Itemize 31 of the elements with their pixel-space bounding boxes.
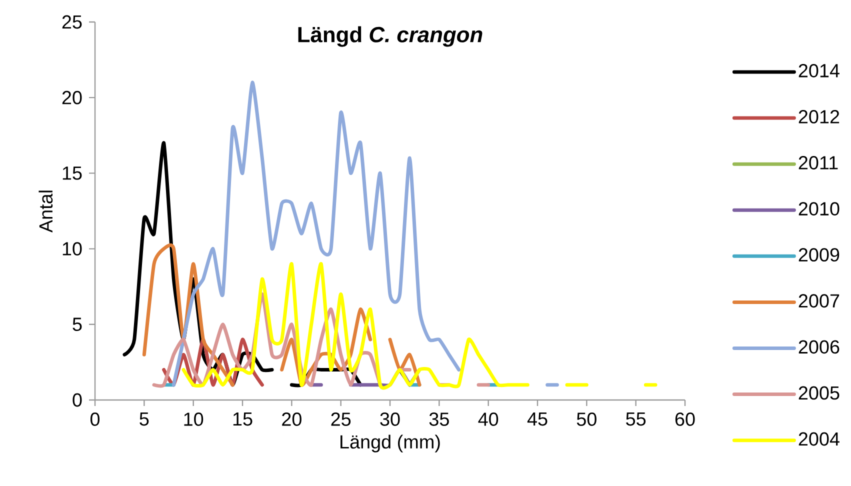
x-tick-label: 35 [429, 412, 449, 426]
x-axis-title: Längd (mm) [340, 434, 440, 452]
x-tick-label: 30 [380, 412, 400, 426]
x-tick-label: 25 [331, 412, 351, 426]
chart-title: Längd C. crangon [298, 26, 482, 47]
x-tick-label: 55 [626, 412, 646, 426]
y-tick-label: 15 [62, 166, 82, 180]
x-tick-label: 0 [90, 412, 100, 426]
x-tick-label: 60 [675, 412, 695, 426]
x-tick-label: 15 [233, 412, 252, 426]
legend-label: 2009 [798, 248, 840, 262]
legend-label: 2007 [798, 294, 840, 308]
y-tick-label: 10 [62, 242, 82, 256]
x-tick-label: 10 [184, 412, 204, 426]
legend-label: 2005 [798, 386, 840, 400]
x-tick-label: 5 [140, 412, 149, 426]
y-tick-label: 25 [62, 15, 82, 29]
legend-label: 2012 [798, 110, 840, 124]
legend-label: 2011 [798, 156, 838, 170]
legend-label: 2004 [798, 432, 840, 446]
legend-label: 2006 [798, 340, 840, 354]
y-tick-label: 0 [72, 393, 82, 407]
x-tick-label: 50 [576, 412, 596, 426]
y-tick-label: 20 [62, 90, 82, 104]
x-tick-label: 40 [478, 412, 498, 426]
y-tick-label: 5 [72, 318, 82, 331]
x-tick-label: 20 [282, 412, 302, 426]
legend-label: 2010 [798, 202, 840, 216]
legend-label: 2014 [798, 64, 840, 78]
x-tick-label: 45 [527, 412, 548, 426]
y-axis-title: Antal [38, 190, 53, 233]
